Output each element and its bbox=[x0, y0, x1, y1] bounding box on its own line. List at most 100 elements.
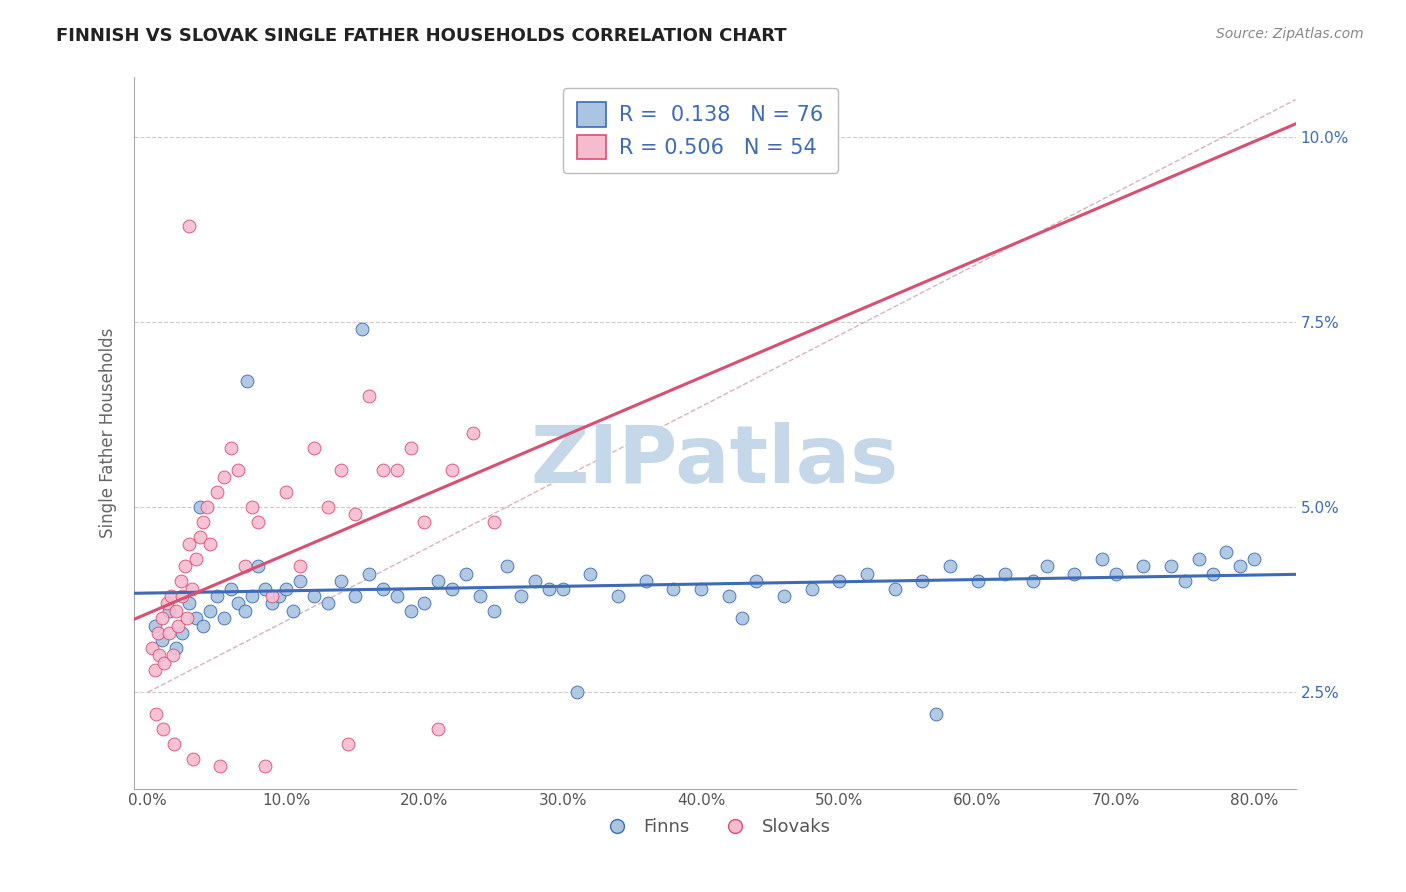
Point bbox=[143, 618, 166, 632]
Point bbox=[828, 574, 851, 588]
Point bbox=[191, 618, 214, 632]
Point bbox=[160, 589, 183, 603]
Point bbox=[371, 582, 394, 596]
Point bbox=[156, 596, 179, 610]
Point bbox=[717, 589, 740, 603]
Point bbox=[441, 463, 464, 477]
Point bbox=[145, 707, 167, 722]
Point bbox=[1229, 559, 1251, 574]
Legend: Finns, Slovaks: Finns, Slovaks bbox=[592, 811, 838, 844]
Point bbox=[152, 723, 174, 737]
Point bbox=[359, 389, 381, 403]
Point bbox=[496, 559, 519, 574]
Point bbox=[212, 611, 235, 625]
Point bbox=[1105, 566, 1128, 581]
Point bbox=[190, 500, 212, 514]
Point bbox=[179, 219, 201, 233]
Point bbox=[925, 707, 948, 722]
Point bbox=[302, 441, 325, 455]
Point bbox=[468, 589, 491, 603]
Point bbox=[240, 589, 263, 603]
Point bbox=[179, 596, 201, 610]
Point bbox=[1035, 559, 1057, 574]
Point bbox=[537, 582, 560, 596]
Point bbox=[344, 589, 367, 603]
Point bbox=[247, 515, 270, 529]
Point bbox=[352, 322, 374, 336]
Point bbox=[191, 515, 214, 529]
Point bbox=[176, 611, 198, 625]
Point bbox=[150, 611, 173, 625]
Point bbox=[634, 574, 657, 588]
Point bbox=[186, 611, 208, 625]
Point bbox=[1201, 566, 1223, 581]
Point bbox=[800, 582, 823, 596]
Point bbox=[427, 574, 450, 588]
Point bbox=[551, 582, 574, 596]
Point bbox=[190, 530, 212, 544]
Point bbox=[288, 559, 311, 574]
Point bbox=[316, 596, 339, 610]
Point bbox=[174, 559, 197, 574]
Point bbox=[170, 574, 193, 588]
Point bbox=[236, 374, 259, 388]
Point bbox=[413, 596, 436, 610]
Point bbox=[482, 515, 505, 529]
Point bbox=[262, 596, 284, 610]
Point bbox=[330, 574, 353, 588]
Y-axis label: Single Father Households: Single Father Households bbox=[100, 327, 117, 538]
Point bbox=[205, 589, 228, 603]
Point bbox=[1063, 566, 1085, 581]
Point bbox=[731, 611, 754, 625]
Point bbox=[247, 559, 270, 574]
Point bbox=[183, 752, 205, 766]
Point bbox=[254, 582, 277, 596]
Point bbox=[662, 582, 685, 596]
Point bbox=[344, 508, 367, 522]
Point bbox=[1091, 552, 1114, 566]
Point bbox=[385, 463, 408, 477]
Point bbox=[413, 515, 436, 529]
Point bbox=[427, 723, 450, 737]
Point bbox=[181, 582, 204, 596]
Point bbox=[212, 470, 235, 484]
Point bbox=[302, 589, 325, 603]
Point bbox=[219, 582, 242, 596]
Text: Source: ZipAtlas.com: Source: ZipAtlas.com bbox=[1216, 27, 1364, 41]
Point bbox=[482, 604, 505, 618]
Point bbox=[994, 566, 1017, 581]
Point bbox=[162, 648, 184, 663]
Point bbox=[153, 656, 176, 670]
Point bbox=[1160, 559, 1182, 574]
Point bbox=[371, 463, 394, 477]
Point bbox=[198, 537, 221, 551]
Point bbox=[399, 441, 422, 455]
Point bbox=[233, 604, 256, 618]
Point bbox=[1132, 559, 1154, 574]
Point bbox=[337, 737, 360, 751]
Point bbox=[856, 566, 879, 581]
Point bbox=[165, 604, 187, 618]
Point bbox=[233, 559, 256, 574]
Text: FINNISH VS SLOVAK SINGLE FATHER HOUSEHOLDS CORRELATION CHART: FINNISH VS SLOVAK SINGLE FATHER HOUSEHOL… bbox=[56, 27, 787, 45]
Point bbox=[163, 737, 186, 751]
Point bbox=[510, 589, 533, 603]
Point bbox=[281, 604, 304, 618]
Point bbox=[288, 574, 311, 588]
Text: ZIPatlas: ZIPatlas bbox=[530, 423, 898, 500]
Point bbox=[883, 582, 905, 596]
Point bbox=[1188, 552, 1211, 566]
Point bbox=[607, 589, 630, 603]
Point bbox=[157, 626, 180, 640]
Point bbox=[1022, 574, 1045, 588]
Point bbox=[330, 463, 353, 477]
Point bbox=[359, 566, 381, 581]
Point bbox=[186, 552, 208, 566]
Point bbox=[565, 685, 588, 699]
Point bbox=[143, 663, 166, 677]
Point bbox=[240, 500, 263, 514]
Point bbox=[146, 626, 169, 640]
Point bbox=[226, 463, 249, 477]
Point bbox=[1174, 574, 1197, 588]
Point bbox=[399, 604, 422, 618]
